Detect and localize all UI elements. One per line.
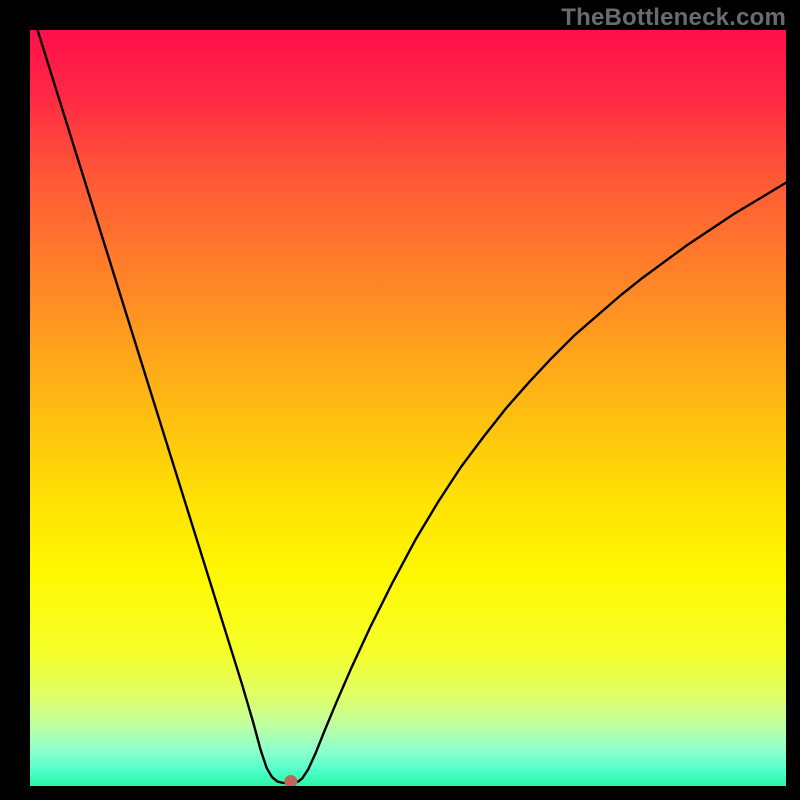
plot-area (30, 30, 786, 786)
chart-stage: TheBottleneck.com (0, 0, 800, 800)
plot-background-gradient (30, 30, 786, 786)
watermark-text: TheBottleneck.com (561, 4, 786, 32)
